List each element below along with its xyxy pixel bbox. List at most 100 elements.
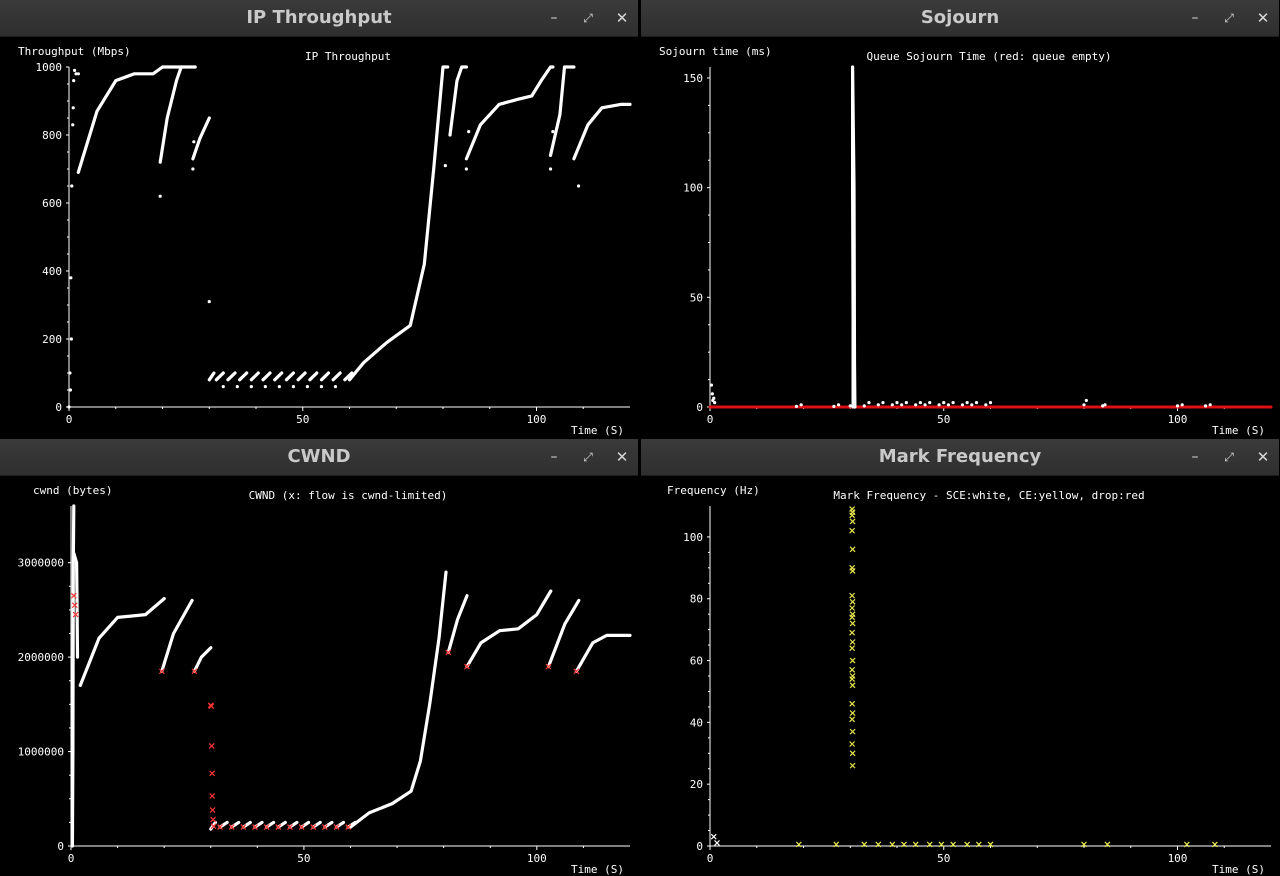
data-point-x [714, 839, 720, 846]
data-point [709, 383, 714, 387]
data-point-x [849, 629, 856, 636]
series-line [78, 597, 166, 687]
data-point-x [849, 506, 856, 513]
y-tick-label: 400 [42, 265, 62, 278]
maximize-icon[interactable]: ⤢ [583, 450, 593, 464]
series-line [331, 371, 342, 382]
x-tick-label: 0 [66, 413, 73, 426]
data-point [333, 385, 338, 389]
data-point [918, 401, 922, 405]
close-icon[interactable]: ✕ [615, 448, 629, 466]
y-tick-label: 80 [690, 593, 703, 606]
y-tick-label: 1000000 [18, 746, 64, 759]
series-line [284, 371, 295, 382]
series-line [249, 371, 260, 382]
window-title: Mark Frequency [878, 446, 1042, 467]
data-point-x [938, 841, 945, 848]
minimize-icon[interactable]: – [1191, 449, 1199, 465]
series-line [319, 371, 331, 382]
data-point-x [849, 645, 856, 652]
data-point-x [964, 841, 971, 848]
data-point-x [975, 841, 982, 848]
data-point [70, 184, 74, 188]
sojourn-window: Sojourn – ⤢ ✕ Queue Sojourn Time (red: q… [641, 0, 1279, 437]
data-point-x [950, 841, 957, 848]
data-point-x [210, 823, 217, 830]
series-line [76, 65, 183, 174]
y-tick-label: 200 [42, 333, 62, 346]
data-point-x [849, 564, 856, 571]
close-icon[interactable]: ✕ [615, 9, 629, 27]
window-title: IP Throughput [246, 7, 392, 28]
series-line [191, 116, 211, 161]
maximize-icon[interactable]: ⤢ [1224, 450, 1234, 464]
window-titlebar[interactable]: Mark Frequency – ⤢ ✕ [641, 439, 1279, 476]
mark-frequency-window: Mark Frequency – ⤢ ✕ Mark Frequency - SC… [641, 439, 1279, 876]
window-titlebar[interactable]: IP Throughput – ⤢ ✕ [0, 0, 638, 37]
data-point [443, 164, 447, 168]
y-tick-label: 800 [42, 129, 62, 142]
data-point-x [70, 592, 77, 599]
data-point [923, 403, 927, 407]
y-tick-label: 40 [690, 716, 703, 729]
data-point [319, 385, 324, 389]
y-tick-label: 0 [57, 840, 64, 853]
data-point-x [1183, 841, 1190, 848]
data-point [69, 276, 73, 280]
data-point-x [849, 639, 856, 645]
data-point [73, 68, 77, 72]
data-point [464, 167, 468, 171]
x-axis-label: Time (S) [571, 424, 624, 437]
data-point [984, 403, 988, 407]
data-point [1084, 398, 1088, 403]
data-point-x [833, 841, 840, 848]
series-line [465, 589, 553, 669]
minimize-icon[interactable]: – [1191, 10, 1199, 26]
data-point-x [209, 793, 216, 799]
data-point-x [849, 592, 856, 599]
maximize-icon[interactable]: ⤢ [583, 11, 593, 25]
data-point-x [71, 602, 78, 609]
x-tick-label: 50 [296, 413, 309, 426]
data-point [277, 385, 281, 389]
data-point-x [849, 716, 856, 723]
y-tick-label: 2000000 [18, 651, 64, 664]
data-point [914, 403, 918, 407]
series-line [158, 65, 197, 164]
series-line [851, 65, 857, 409]
series-line [238, 371, 249, 382]
series-line [572, 102, 632, 161]
window-titlebar[interactable]: Sojourn – ⤢ ✕ [641, 0, 1279, 37]
data-point-x [210, 816, 217, 823]
series-line [70, 504, 76, 848]
minimize-icon[interactable]: – [550, 10, 558, 26]
cwnd-chart: CWND (x: flow is cwnd-limited) cwnd (byte… [18, 484, 632, 876]
data-point [192, 140, 196, 144]
data-point-x [849, 527, 856, 534]
data-point [832, 404, 836, 408]
data-point [942, 401, 946, 405]
y-tick-label: 1000 [36, 61, 63, 74]
close-icon[interactable]: ✕ [1256, 448, 1270, 466]
data-point [71, 123, 75, 127]
chart-title: Mark Frequency - SCE:white, CE:yellow, d… [833, 489, 1144, 502]
data-point-x [240, 824, 247, 831]
data-point-x [464, 663, 470, 670]
data-point-x [321, 824, 328, 831]
series-line [448, 65, 468, 137]
minimize-icon[interactable]: – [550, 449, 558, 465]
data-point [712, 396, 716, 400]
window-titlebar[interactable]: CWND – ⤢ ✕ [0, 439, 638, 476]
data-point [68, 388, 73, 392]
data-point-x [889, 841, 896, 848]
data-point-x [191, 668, 198, 675]
data-point [158, 194, 162, 198]
close-icon[interactable]: ✕ [1256, 9, 1270, 27]
series-line [574, 633, 632, 673]
data-point [960, 403, 965, 407]
maximize-icon[interactable]: ⤢ [1224, 11, 1234, 25]
data-point-x [849, 546, 856, 553]
data-point [946, 403, 951, 407]
data-point-x [849, 666, 856, 673]
y-axis-label: cwnd (bytes) [33, 484, 112, 497]
